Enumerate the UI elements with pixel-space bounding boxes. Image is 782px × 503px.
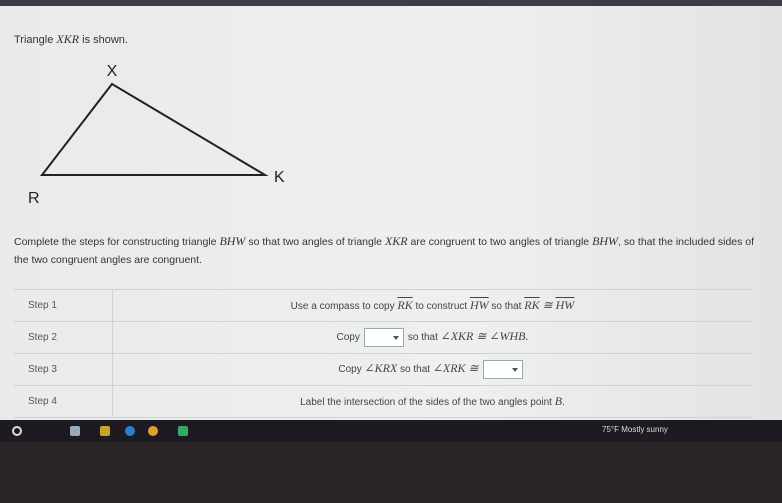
text: Label the intersection of the sides of t… — [300, 397, 555, 408]
text: is shown. — [79, 34, 128, 46]
app-icon[interactable] — [70, 426, 80, 436]
math: HW — [469, 298, 489, 312]
steps-table: Step 1 Use a compass to copy RK to const… — [14, 289, 752, 418]
weather[interactable]: 75°F Mostly sunny — [602, 425, 668, 434]
vertex-label: K — [274, 169, 285, 186]
search-icon[interactable] — [12, 426, 22, 436]
dropdown[interactable] — [482, 360, 523, 379]
step-text: Use a compass to copy RK to construct HW… — [112, 289, 752, 322]
app-icon[interactable] — [125, 426, 135, 436]
step-row: Step 3 Copy ∠KRX so that ∠XRK ≅ — [14, 353, 752, 386]
dropdown[interactable] — [363, 328, 404, 347]
app-icon[interactable] — [178, 426, 188, 436]
math: BHW — [219, 234, 246, 248]
text: , so that the included sides of the two … — [14, 236, 755, 266]
step-text: Label the intersection of the sides of t… — [112, 385, 752, 418]
text: . — [562, 397, 565, 408]
page: Triangle XKR is shown. X K R Complete th… — [0, 0, 782, 420]
math: RK — [524, 298, 540, 312]
text: so that — [407, 332, 441, 344]
text: so that — [397, 364, 433, 376]
prompt: Triangle XKR is shown. — [14, 32, 128, 47]
step-text: Copy so that ∠XKR ≅ ∠WHB. — [112, 321, 752, 354]
step-label: Step 2 — [14, 321, 113, 354]
condition: Mostly sunny — [621, 425, 668, 434]
vertex-label: X — [107, 63, 118, 80]
taskbar: 75°F Mostly sunny — [0, 420, 782, 442]
triangle-figure: X K R — [28, 63, 285, 207]
text: Complete the steps for constructing tria… — [14, 236, 220, 248]
instructions: Complete the steps for constructing tria… — [14, 232, 764, 269]
step-label: Step 3 — [14, 353, 113, 386]
math: ∠XRK ≅ — [432, 361, 479, 376]
text: so that two angles of triangle — [245, 236, 385, 248]
math: ∠XKR ≅ ∠WHB. — [440, 329, 529, 344]
app-icon[interactable] — [148, 426, 158, 436]
text: Use a compass to copy — [290, 301, 398, 312]
text: are congruent to two angles of triangle — [407, 236, 593, 248]
math: ∠KRX — [364, 361, 398, 376]
math: BHW — [592, 234, 619, 248]
step-row: Step 1 Use a compass to copy RK to const… — [14, 289, 752, 322]
math: B — [554, 394, 563, 408]
step-label: Step 1 — [14, 289, 113, 322]
step-row: Step 4 Label the intersection of the sid… — [14, 385, 752, 418]
vertex-label: R — [28, 190, 40, 207]
math: XKR — [56, 32, 80, 46]
text: to construct — [412, 301, 470, 312]
step-row: Step 2 Copy so that ∠XKR ≅ ∠WHB. — [14, 321, 752, 354]
text: Copy — [338, 364, 365, 376]
math: ≅ — [539, 298, 556, 312]
math: XKR — [384, 234, 408, 248]
temperature: 75°F — [602, 425, 619, 434]
app-icon[interactable] — [100, 426, 110, 436]
triangle — [39, 82, 269, 176]
math: RK — [397, 298, 413, 312]
text: Triangle — [14, 34, 57, 46]
text: so that — [488, 301, 525, 312]
math: HW — [555, 298, 575, 312]
step-label: Step 4 — [14, 385, 113, 418]
step-text: Copy ∠KRX so that ∠XRK ≅ — [112, 353, 752, 386]
text: Copy — [336, 332, 360, 344]
